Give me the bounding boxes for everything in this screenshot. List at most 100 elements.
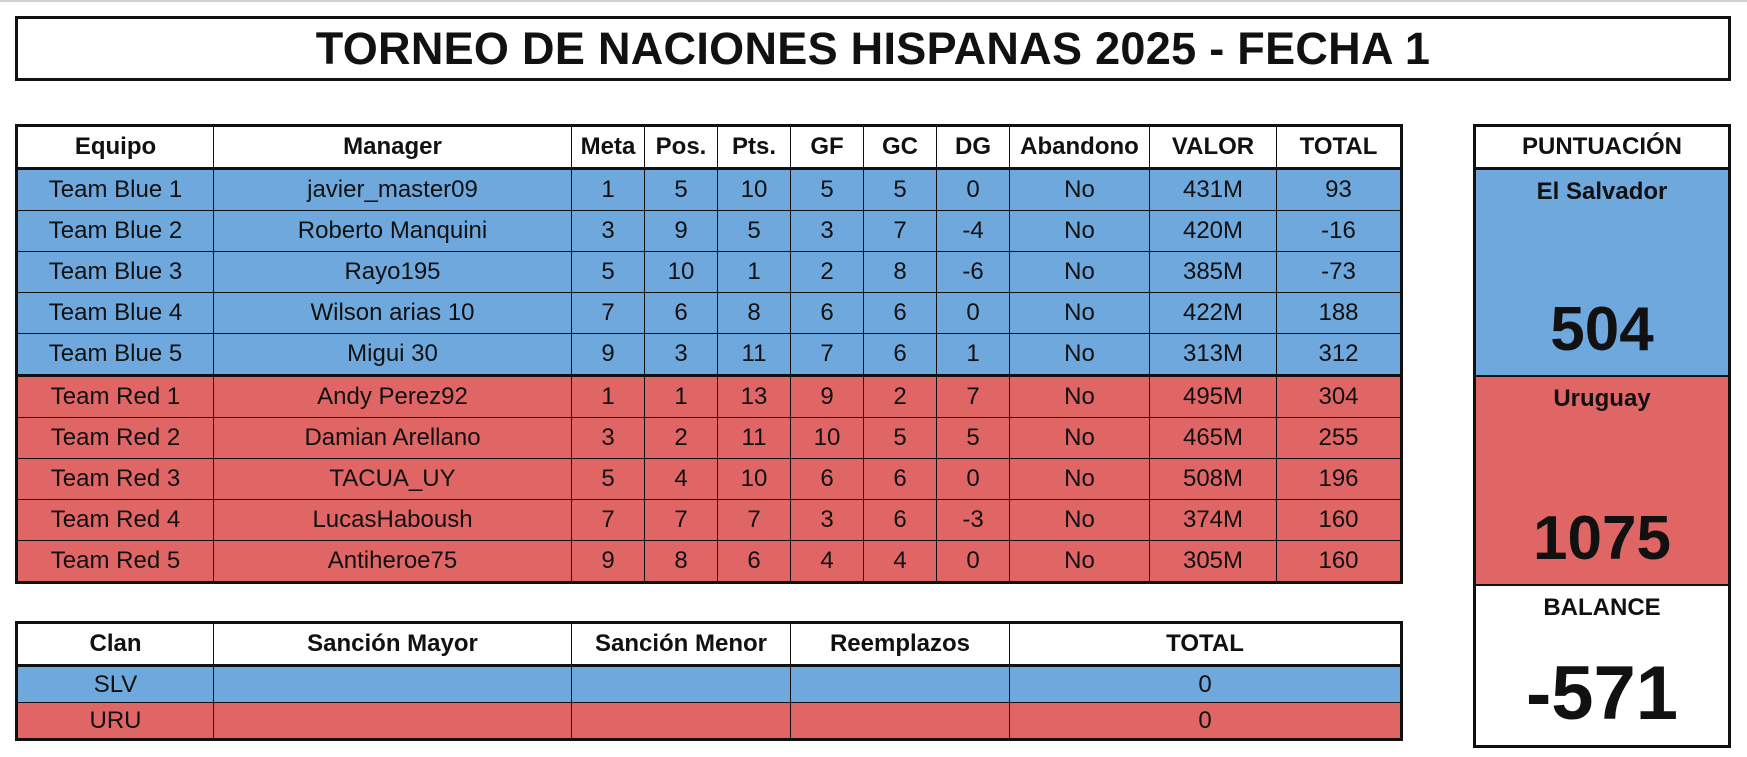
abandono-cell: No bbox=[1009, 540, 1150, 583]
pts-cell: 1 bbox=[717, 251, 791, 293]
reemplazos-cell bbox=[790, 702, 1010, 740]
pts-cell: 8 bbox=[717, 292, 791, 334]
gf-cell: 9 bbox=[790, 374, 864, 418]
reemplazos-cell bbox=[790, 665, 1010, 703]
valor-cell: 305M bbox=[1149, 540, 1277, 583]
col-header-sancion-mayor: Sanción Mayor bbox=[213, 622, 572, 667]
table-row: Team Red 1 Andy Perez92 1 1 13 9 2 7 No 495M 304 bbox=[16, 374, 1402, 418]
total-cell: 312 bbox=[1276, 333, 1402, 376]
total-cell: 160 bbox=[1276, 540, 1402, 583]
gc-cell: 8 bbox=[863, 251, 937, 293]
team-name-cell: Team Blue 3 bbox=[16, 251, 214, 293]
score-panel-header: PUNTUACIÓN bbox=[1476, 127, 1728, 170]
meta-cell: 3 bbox=[571, 417, 645, 459]
total-cell: -16 bbox=[1276, 210, 1402, 252]
table-row: Team Blue 4 Wilson arias 10 7 6 8 6 6 0 No 422M 18… bbox=[16, 292, 1402, 334]
pts-cell: 11 bbox=[717, 333, 791, 376]
gf-cell: 4 bbox=[790, 540, 864, 583]
table-row: Team Red 5 Antiheroe75 9 8 6 4 4 0 No 305M 160 bbox=[16, 540, 1402, 583]
col-header-pts: Pts. bbox=[717, 125, 791, 170]
table-row: Team Blue 5 Migui 30 9 3 11 7 6 1 No 313M 312 bbox=[16, 333, 1402, 376]
gf-cell: 3 bbox=[790, 210, 864, 252]
col-header-reemplazos: Reemplazos bbox=[790, 622, 1010, 667]
sancion-menor-cell bbox=[571, 702, 791, 740]
balance-block: BALANCE -571 bbox=[1476, 586, 1728, 745]
gc-cell: 6 bbox=[863, 292, 937, 334]
team-name-cell: Team Red 5 bbox=[16, 540, 214, 583]
meta-cell: 7 bbox=[571, 499, 645, 541]
el-salvador-label: El Salvador bbox=[1536, 178, 1668, 205]
abandono-cell: No bbox=[1009, 210, 1150, 252]
table-row: Team Red 2 Damian Arellano 3 2 11 10 5 5 No 465M 2… bbox=[16, 417, 1402, 459]
valor-cell: 422M bbox=[1149, 292, 1277, 334]
total-cell: 188 bbox=[1276, 292, 1402, 334]
table-row: Team Red 4 LucasHaboush 7 7 7 3 6 -3 No 374M 160 bbox=[16, 499, 1402, 541]
meta-cell: 5 bbox=[571, 458, 645, 500]
team-name-cell: Team Red 1 bbox=[16, 374, 214, 418]
pos-cell: 4 bbox=[644, 458, 718, 500]
abandono-cell: No bbox=[1009, 168, 1150, 211]
dg-cell: 5 bbox=[936, 417, 1010, 459]
manager-cell: javier_master09 bbox=[213, 168, 572, 211]
balance-value: -571 bbox=[1525, 651, 1679, 736]
total-cell: 196 bbox=[1276, 458, 1402, 500]
meta-cell: 9 bbox=[571, 540, 645, 583]
dg-cell: -3 bbox=[936, 499, 1010, 541]
col-header-sanction-total: TOTAL bbox=[1009, 622, 1402, 667]
page-title: TORNEO DE NACIONES HISPANAS 2025 - FECHA… bbox=[15, 16, 1731, 81]
pos-cell: 2 bbox=[644, 417, 718, 459]
pts-cell: 6 bbox=[717, 540, 791, 583]
col-header-total: TOTAL bbox=[1276, 125, 1402, 170]
valor-cell: 420M bbox=[1149, 210, 1277, 252]
valor-cell: 313M bbox=[1149, 333, 1277, 376]
standings-table: Equipo Manager Meta Pos. Pts. GF GC DG A… bbox=[15, 124, 1403, 584]
total-cell: 93 bbox=[1276, 168, 1402, 211]
gf-cell: 6 bbox=[790, 292, 864, 334]
col-header-abandono: Abandono bbox=[1009, 125, 1150, 170]
dg-cell: 1 bbox=[936, 333, 1010, 376]
dg-cell: 0 bbox=[936, 458, 1010, 500]
dg-cell: 0 bbox=[936, 540, 1010, 583]
score-panel: PUNTUACIÓN El Salvador 504 Uruguay 1075 … bbox=[1473, 124, 1731, 748]
table-row: SLV 0 bbox=[16, 665, 1402, 703]
valor-cell: 385M bbox=[1149, 251, 1277, 293]
dg-cell: -6 bbox=[936, 251, 1010, 293]
pos-cell: 6 bbox=[644, 292, 718, 334]
standings-body: Team Blue 1 javier_master09 1 5 10 5 5 0 No 431M 9… bbox=[16, 168, 1402, 583]
total-cell: -73 bbox=[1276, 251, 1402, 293]
team-name-cell: Team Red 2 bbox=[16, 417, 214, 459]
abandono-cell: No bbox=[1009, 417, 1150, 459]
pts-cell: 10 bbox=[717, 168, 791, 211]
manager-cell: TACUA_UY bbox=[213, 458, 572, 500]
abandono-cell: No bbox=[1009, 458, 1150, 500]
gc-cell: 5 bbox=[863, 417, 937, 459]
gf-cell: 10 bbox=[790, 417, 864, 459]
uruguay-score-block: Uruguay 1075 bbox=[1476, 377, 1728, 586]
valor-cell: 431M bbox=[1149, 168, 1277, 211]
meta-cell: 1 bbox=[571, 374, 645, 418]
col-header-valor: VALOR bbox=[1149, 125, 1277, 170]
gf-cell: 7 bbox=[790, 333, 864, 376]
manager-cell: Damian Arellano bbox=[213, 417, 572, 459]
clan-cell: URU bbox=[16, 702, 214, 740]
manager-cell: LucasHaboush bbox=[213, 499, 572, 541]
abandono-cell: No bbox=[1009, 333, 1150, 376]
pos-cell: 7 bbox=[644, 499, 718, 541]
pts-cell: 5 bbox=[717, 210, 791, 252]
valor-cell: 508M bbox=[1149, 458, 1277, 500]
col-header-equipo: Equipo bbox=[16, 125, 214, 170]
meta-cell: 7 bbox=[571, 292, 645, 334]
col-header-gc: GC bbox=[863, 125, 937, 170]
col-header-meta: Meta bbox=[571, 125, 645, 170]
manager-cell: Antiheroe75 bbox=[213, 540, 572, 583]
abandono-cell: No bbox=[1009, 292, 1150, 334]
gf-cell: 3 bbox=[790, 499, 864, 541]
pts-cell: 11 bbox=[717, 417, 791, 459]
sanctions-body: SLV 0 URU 0 bbox=[16, 665, 1402, 740]
gc-cell: 6 bbox=[863, 458, 937, 500]
col-header-dg: DG bbox=[936, 125, 1010, 170]
team-name-cell: Team Blue 1 bbox=[16, 168, 214, 211]
sanctions-table: Clan Sanción Mayor Sanción Menor Reempla… bbox=[15, 621, 1403, 741]
pts-cell: 13 bbox=[717, 374, 791, 418]
table-row: Team Blue 3 Rayo195 5 10 1 2 8 -6 No 385M -73 bbox=[16, 251, 1402, 293]
